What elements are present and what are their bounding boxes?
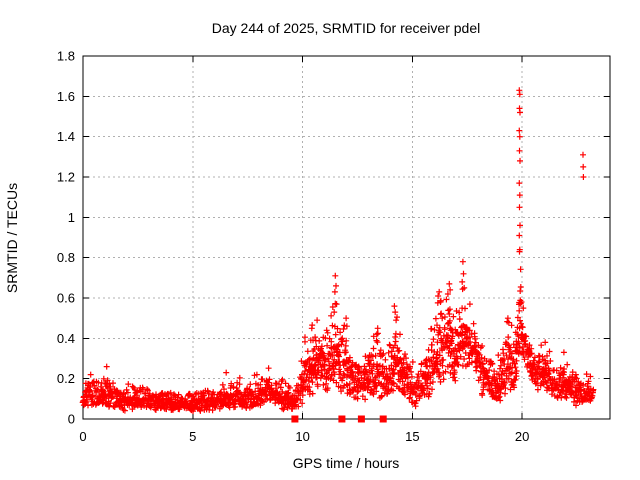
zero-line-square: [357, 415, 365, 423]
x-tick-label: 0: [79, 429, 86, 444]
chart-title: Day 244 of 2025, SRMTID for receiver pde…: [212, 20, 480, 36]
y-tick-label: 0.2: [57, 371, 75, 386]
y-tick-label: 0.6: [57, 291, 75, 306]
zero-line-square: [291, 415, 299, 423]
zero-line-square: [338, 415, 346, 423]
zero-line-square: [379, 415, 387, 423]
y-tick-label: 1.6: [57, 89, 75, 104]
zero-line-squares: [291, 415, 387, 423]
y-tick-label: 0.8: [57, 250, 75, 265]
y-tick-label: 1.2: [57, 170, 75, 185]
x-axis-label: GPS time / hours: [293, 455, 400, 471]
x-tick-label: 10: [295, 429, 309, 444]
x-tick-label: 5: [189, 429, 196, 444]
y-tick-label: 0: [68, 412, 75, 427]
y-tick-label: 0.4: [57, 331, 75, 346]
y-tick-label: 1.8: [57, 49, 75, 64]
x-tick-label: 20: [515, 429, 529, 444]
y-tick-labels: 0 0.2 0.4 0.6 0.8 1 1.2 1.4 1.6 1.8: [57, 49, 75, 427]
y-tick-label: 1.4: [57, 129, 75, 144]
x-tick-labels: 0 5 10 15 20: [79, 429, 529, 444]
y-axis-label: SRMTID / TECUs: [4, 183, 20, 293]
x-tick-label: 15: [405, 429, 419, 444]
axis-ticks: [82, 55, 610, 420]
scatter-points: [79, 87, 597, 415]
plot-border: [82, 55, 611, 420]
grid-lines: [83, 56, 610, 419]
y-tick-label: 1: [68, 210, 75, 225]
